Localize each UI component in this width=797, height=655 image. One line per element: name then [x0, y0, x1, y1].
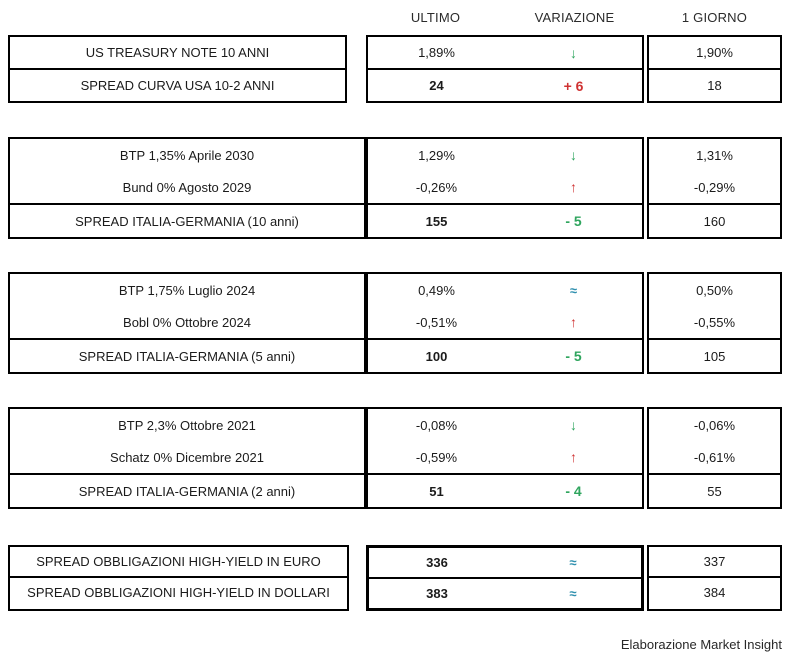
trend-flat-icon: ≈	[569, 555, 577, 570]
spread-label: SPREAD ITALIA-GERMANIA (5 anni)	[78, 348, 296, 364]
ultimo-value: 1,89%	[418, 45, 455, 60]
giorno-value: -0,55%	[693, 314, 736, 330]
column-header-1-giorno: 1 GIORNO	[681, 10, 748, 25]
giorno-value: 0,50%	[696, 282, 733, 298]
ultimo-value: 100	[425, 348, 448, 364]
ultimo-value: 24	[429, 78, 444, 93]
labels-box: BTP 1,35% Aprile 2030 Bund 0% Agosto 202…	[8, 137, 366, 239]
values-box: -0,08% ↓ -0,59% ↑ 51 - 4	[366, 407, 644, 509]
instrument-label: Schatz 0% Dicembre 2021	[110, 449, 264, 465]
column-header-variazione: VARIAZIONE	[534, 10, 615, 25]
spread-label: SPREAD OBBLIGAZIONI HIGH-YIELD IN EURO	[36, 554, 321, 569]
prev-day-box: 337 384	[647, 545, 782, 611]
instrument-label: BTP 2,3% Ottobre 2021	[118, 417, 256, 433]
trend-arrow-icon: ↓	[570, 417, 577, 433]
ultimo-value: -0,26%	[415, 179, 458, 195]
giorno-value: 160	[703, 213, 726, 229]
ultimo-value: 383	[426, 586, 448, 601]
values-box: 1,89% ↓ 24 + 6	[366, 35, 644, 103]
labels-box: BTP 1,75% Luglio 2024 Bobl 0% Ottobre 20…	[8, 272, 366, 374]
spread-label: SPREAD OBBLIGAZIONI HIGH-YIELD IN DOLLAR…	[27, 585, 330, 600]
trend-arrow-icon: ↑	[570, 179, 577, 195]
labels-box: BTP 2,3% Ottobre 2021 Schatz 0% Dicembre…	[8, 407, 366, 509]
giorno-value: 384	[703, 585, 726, 600]
trend-flat-icon: ≈	[569, 586, 577, 601]
ultimo-value: 0,49%	[418, 282, 455, 298]
trend-arrow-icon: ↑	[570, 314, 577, 330]
instrument-label: BTP 1,35% Aprile 2030	[119, 147, 255, 163]
giorno-value: -0,29%	[693, 179, 736, 195]
variazione-value: - 4	[565, 483, 582, 499]
trend-arrow-icon: ↑	[570, 449, 577, 465]
prev-day-box: 1,31% -0,29% 160	[647, 137, 782, 239]
giorno-value: 1,90%	[696, 45, 733, 60]
variazione-value: + 6	[563, 77, 584, 94]
spread-label: SPREAD ITALIA-GERMANIA (10 anni)	[75, 213, 299, 229]
ultimo-value: -0,51%	[415, 314, 458, 330]
ultimo-value: 1,29%	[418, 147, 455, 163]
ultimo-value: 51	[429, 483, 444, 499]
values-box: 336 ≈ 383 ≈	[366, 545, 644, 611]
labels-box: SPREAD OBBLIGAZIONI HIGH-YIELD IN EURO S…	[8, 545, 349, 611]
column-header-ultimo: ULTIMO	[410, 10, 461, 25]
footer-credit: Elaborazione Market Insight	[620, 637, 782, 652]
spread-label: SPREAD CURVA USA 10-2 ANNI	[80, 78, 275, 93]
giorno-value: -0,61%	[693, 449, 736, 465]
instrument-label: Bund 0% Agosto 2029	[122, 179, 252, 195]
group-us-treasury: US TREASURY NOTE 10 ANNI SPREAD CURVA US…	[0, 35, 797, 103]
group-italia-germania-10-anni: BTP 1,35% Aprile 2030 Bund 0% Agosto 202…	[0, 137, 797, 239]
trend-flat-icon: ≈	[569, 282, 578, 298]
ultimo-value: 336	[426, 555, 448, 570]
values-box: 0,49% ≈ -0,51% ↑ 100 - 5	[366, 272, 644, 374]
prev-day-box: -0,06% -0,61% 55	[647, 407, 782, 509]
ultimo-value: -0,08%	[415, 417, 458, 433]
ultimo-value: 155	[425, 213, 448, 229]
giorno-value: 105	[703, 348, 726, 364]
variazione-value: - 5	[565, 348, 582, 364]
ultimo-value: -0,59%	[415, 449, 458, 465]
giorno-value: 1,31%	[696, 147, 733, 163]
spread-label: SPREAD ITALIA-GERMANIA (2 anni)	[78, 483, 296, 499]
labels-box: US TREASURY NOTE 10 ANNI SPREAD CURVA US…	[8, 35, 347, 103]
giorno-value: -0,06%	[693, 417, 736, 433]
giorno-value: 55	[707, 483, 722, 499]
group-high-yield: SPREAD OBBLIGAZIONI HIGH-YIELD IN EURO S…	[0, 545, 797, 611]
instrument-label: US TREASURY NOTE 10 ANNI	[85, 45, 270, 60]
variazione-value: - 5	[565, 213, 582, 229]
instrument-label: BTP 1,75% Luglio 2024	[118, 282, 256, 298]
trend-arrow-icon: ↓	[570, 44, 577, 61]
trend-arrow-icon: ↓	[570, 147, 577, 163]
prev-day-box: 0,50% -0,55% 105	[647, 272, 782, 374]
group-italia-germania-5-anni: BTP 1,75% Luglio 2024 Bobl 0% Ottobre 20…	[0, 272, 797, 374]
giorno-value: 337	[703, 554, 726, 569]
prev-day-box: 1,90% 18	[647, 35, 782, 103]
instrument-label: Bobl 0% Ottobre 2024	[123, 314, 251, 330]
group-italia-germania-2-anni: BTP 2,3% Ottobre 2021 Schatz 0% Dicembre…	[0, 407, 797, 509]
giorno-value: 18	[707, 78, 722, 93]
values-box: 1,29% ↓ -0,26% ↑ 155 - 5	[366, 137, 644, 239]
